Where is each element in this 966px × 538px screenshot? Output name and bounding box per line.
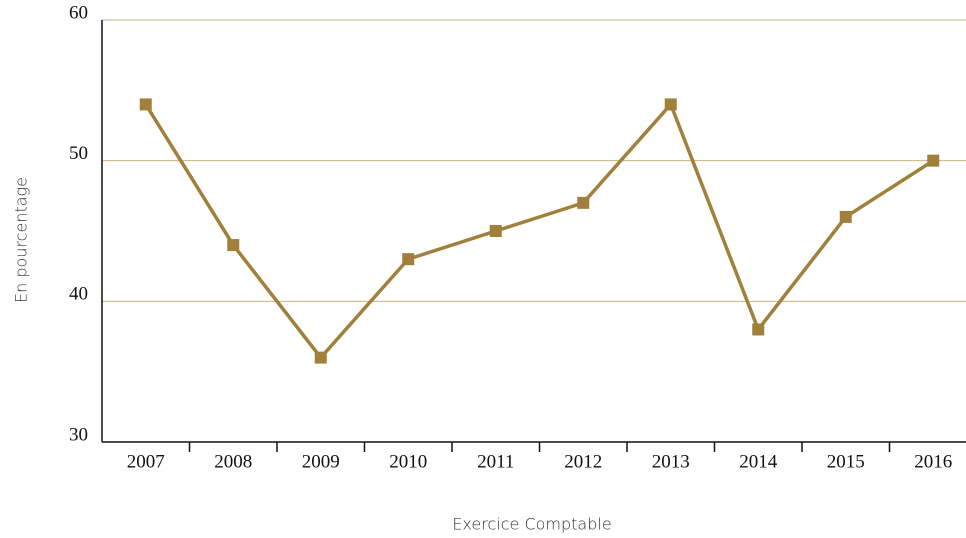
- y-tick-label: 30: [69, 424, 88, 445]
- x-tick-label: 2011: [477, 451, 514, 472]
- x-tick-label: 2010: [389, 451, 427, 472]
- marker: [314, 351, 327, 364]
- line: [144, 101, 935, 361]
- x-tick-label: 2008: [214, 451, 252, 472]
- marker: [227, 239, 240, 252]
- marker: [752, 323, 765, 336]
- x-tick-label: 2013: [652, 451, 690, 472]
- x-tick-label: 2009: [302, 451, 340, 472]
- y-axis-title: En pourcentage: [12, 177, 31, 303]
- y-tick-label: 40: [69, 284, 88, 305]
- marker: [577, 196, 590, 209]
- marker: [927, 154, 940, 167]
- marker: [839, 210, 852, 223]
- x-tick-label: 2015: [827, 451, 865, 472]
- x-tick-label: 2012: [564, 451, 602, 472]
- x-tick-label: 2016: [914, 451, 952, 472]
- marker: [489, 225, 502, 237]
- marker: [402, 253, 415, 266]
- x-axis-title: Exercice Comptable: [452, 515, 611, 534]
- x-tick-label: 2007: [127, 451, 165, 472]
- y-tick-label: 50: [69, 143, 88, 164]
- marker: [139, 98, 152, 111]
- y-tick-label: 60: [69, 2, 88, 23]
- x-tick-label: 2014: [739, 451, 778, 472]
- marker: [664, 98, 677, 111]
